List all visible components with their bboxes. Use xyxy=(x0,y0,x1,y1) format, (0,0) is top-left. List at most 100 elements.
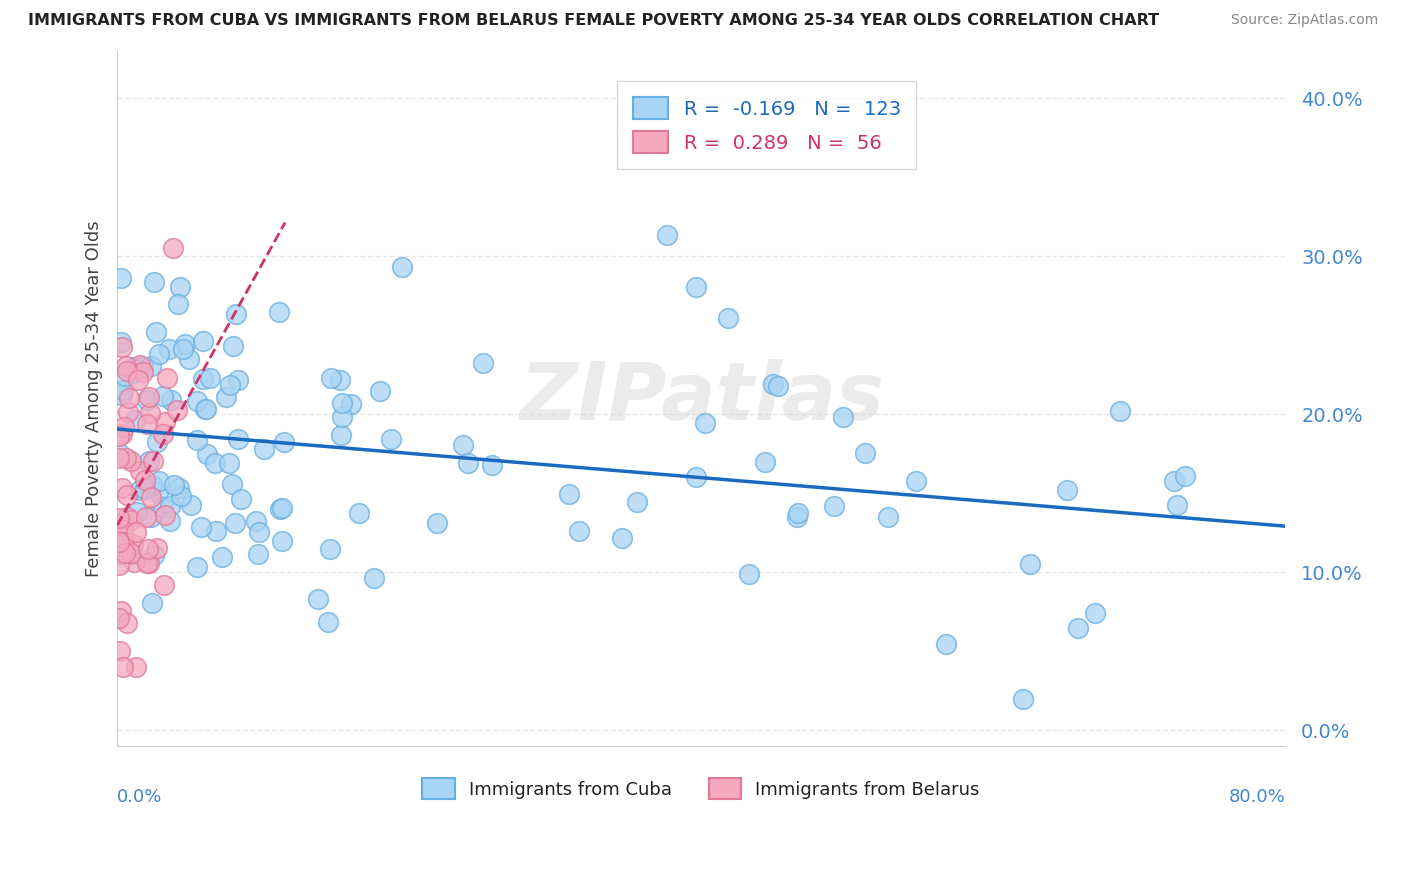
Point xyxy=(107,429,129,443)
Point xyxy=(626,495,648,509)
Point xyxy=(122,556,145,570)
Point xyxy=(330,410,353,425)
Point xyxy=(155,415,177,429)
Point xyxy=(245,514,267,528)
Point xyxy=(112,535,135,549)
Point xyxy=(717,310,740,325)
Point xyxy=(204,456,226,470)
Point xyxy=(332,396,354,410)
Point xyxy=(112,523,135,537)
Point xyxy=(146,435,169,450)
Point xyxy=(316,615,339,629)
Point xyxy=(110,334,132,349)
Text: ZIPatlas: ZIPatlas xyxy=(519,359,884,437)
Point xyxy=(146,541,169,556)
Point xyxy=(159,514,181,528)
Point xyxy=(129,464,152,478)
Point xyxy=(145,325,167,339)
Point xyxy=(157,342,180,356)
Point xyxy=(451,438,474,452)
Point xyxy=(111,660,134,674)
Y-axis label: Female Poverty Among 25-34 Year Olds: Female Poverty Among 25-34 Year Olds xyxy=(86,220,103,576)
Text: 80.0%: 80.0% xyxy=(1229,788,1285,805)
Point xyxy=(141,359,163,374)
Point xyxy=(330,427,353,442)
Point xyxy=(141,454,163,468)
Point xyxy=(135,417,157,431)
Point xyxy=(935,637,957,651)
Point xyxy=(162,478,184,492)
Point xyxy=(132,360,155,375)
Point xyxy=(117,405,139,419)
Point xyxy=(832,410,855,425)
Point xyxy=(738,567,761,582)
Point xyxy=(457,456,479,470)
Point xyxy=(318,541,340,556)
Point xyxy=(107,534,129,549)
Point xyxy=(121,547,143,561)
Point xyxy=(115,364,138,378)
Point xyxy=(138,556,160,570)
Point xyxy=(120,454,142,468)
Point xyxy=(685,470,707,484)
Point xyxy=(198,371,221,385)
Point xyxy=(186,394,208,409)
Point xyxy=(112,420,135,434)
Point xyxy=(215,390,238,404)
Point xyxy=(177,352,200,367)
Point xyxy=(117,510,139,524)
Point xyxy=(340,397,363,411)
Point xyxy=(125,505,148,519)
Point xyxy=(159,500,181,514)
Point xyxy=(247,524,270,539)
Point xyxy=(269,501,291,516)
Point xyxy=(139,510,162,524)
Point xyxy=(610,531,633,545)
Point xyxy=(180,498,202,512)
Point xyxy=(225,307,247,321)
Point xyxy=(115,359,138,373)
Legend: Immigrants from Cuba, Immigrants from Belarus: Immigrants from Cuba, Immigrants from Be… xyxy=(415,772,987,806)
Point xyxy=(218,456,240,470)
Point xyxy=(162,241,184,255)
Point xyxy=(111,482,134,496)
Point xyxy=(134,483,156,497)
Point xyxy=(122,537,145,551)
Point xyxy=(153,578,176,592)
Point xyxy=(762,377,785,392)
Point xyxy=(481,458,503,472)
Point xyxy=(786,506,808,520)
Point xyxy=(124,413,146,427)
Point xyxy=(152,500,174,514)
Point xyxy=(172,342,194,356)
Point xyxy=(211,550,233,565)
Point xyxy=(110,388,132,402)
Point xyxy=(1011,691,1033,706)
Point xyxy=(115,488,138,502)
Point xyxy=(107,511,129,525)
Point xyxy=(114,546,136,560)
Point xyxy=(143,549,166,563)
Point xyxy=(110,603,132,617)
Point xyxy=(224,516,246,531)
Point xyxy=(118,391,141,405)
Point xyxy=(114,368,136,383)
Point xyxy=(134,473,156,487)
Point xyxy=(319,370,342,384)
Point xyxy=(190,520,212,534)
Point xyxy=(391,260,413,275)
Point xyxy=(1166,498,1188,512)
Point xyxy=(132,365,155,379)
Point xyxy=(194,402,217,417)
Point xyxy=(273,434,295,449)
Point xyxy=(754,455,776,469)
Point xyxy=(226,373,249,387)
Point xyxy=(141,490,163,504)
Point xyxy=(1056,483,1078,497)
Point xyxy=(111,384,134,398)
Text: Source: ZipAtlas.com: Source: ZipAtlas.com xyxy=(1230,13,1378,28)
Point xyxy=(471,355,494,369)
Point xyxy=(308,592,330,607)
Point xyxy=(685,280,707,294)
Point xyxy=(271,533,294,548)
